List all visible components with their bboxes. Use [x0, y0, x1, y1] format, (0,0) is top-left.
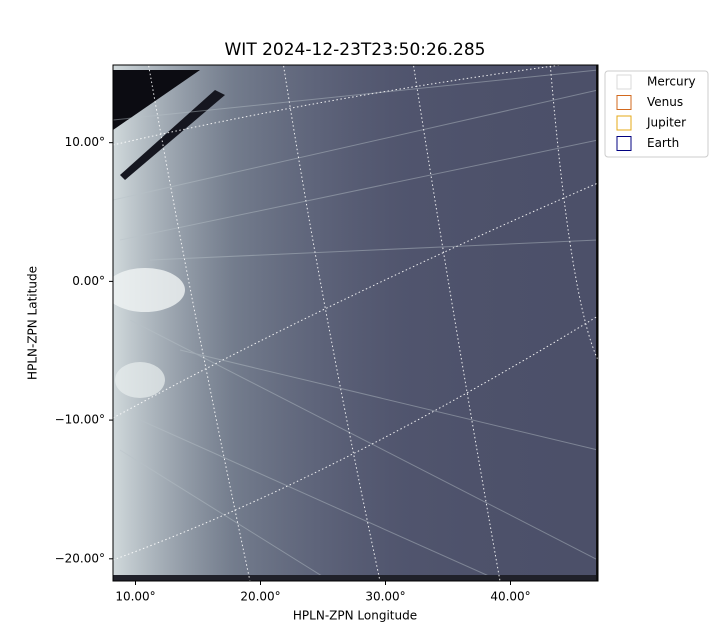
y-tick-label: 10.00° — [65, 135, 105, 149]
chart-title: WIT 2024-12-23T23:50:26.285 — [225, 40, 486, 60]
x-tick-label: 10.00° — [115, 590, 155, 604]
plot-frame — [112, 64, 599, 582]
legend-label: Venus — [647, 95, 683, 109]
x-axis-label: HPLN-ZPN Longitude — [293, 609, 417, 623]
y-tick-label: −20.00° — [55, 551, 105, 565]
legend-label: Earth — [647, 136, 679, 150]
legend-marker — [616, 95, 632, 110]
legend-label: Mercury — [647, 75, 696, 89]
legend: Mercury Venus Jupiter Earth — [604, 70, 709, 158]
legend-frame — [604, 70, 709, 158]
legend-marker — [616, 136, 632, 151]
y-axis-label: HPLN-ZPN Latitude — [26, 266, 40, 380]
x-tick-label: 40.00° — [490, 590, 530, 604]
legend-marker — [616, 115, 632, 131]
image — [113, 65, 598, 581]
y-tick-label: 0.00° — [72, 274, 105, 288]
x-tick-label: 30.00° — [365, 590, 405, 604]
legend-marker — [616, 74, 632, 90]
legend-label: Jupiter — [646, 116, 686, 130]
y-tick-label: −10.00° — [55, 413, 105, 427]
x-tick-label: 20.00° — [240, 590, 280, 604]
